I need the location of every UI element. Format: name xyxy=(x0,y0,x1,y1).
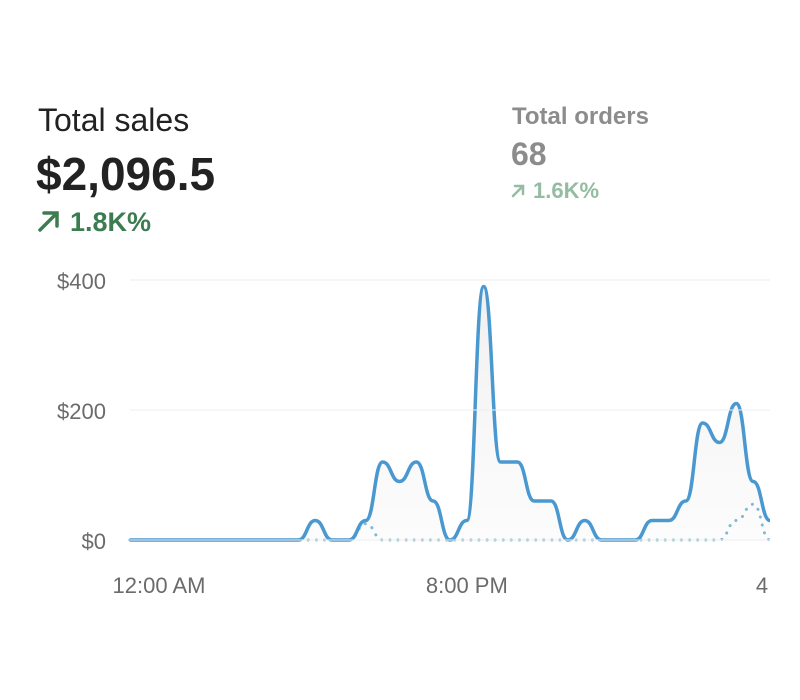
metric-value: 68 xyxy=(511,136,547,172)
plot xyxy=(128,284,771,542)
metric-change: 1.6K% xyxy=(533,178,599,203)
area-fill xyxy=(130,286,770,540)
x-tick-label: 8:00 PM xyxy=(426,573,508,598)
up-arrow-icon xyxy=(38,211,59,232)
metric-label: Total sales xyxy=(38,102,189,138)
metric-change: 1.8K% xyxy=(70,207,151,237)
x-tick-label: 4 xyxy=(756,573,768,598)
metric-label: Total orders xyxy=(512,103,649,130)
metric-value: $2,096.5 xyxy=(36,148,215,200)
y-tick-label: $200 xyxy=(57,399,106,424)
y-tick-label: $0 xyxy=(82,529,106,554)
sales-line xyxy=(130,284,771,542)
up-arrow-icon xyxy=(511,184,525,198)
x-tick-label: 12:00 AM xyxy=(113,573,206,598)
y-tick-label: $400 xyxy=(57,269,106,294)
